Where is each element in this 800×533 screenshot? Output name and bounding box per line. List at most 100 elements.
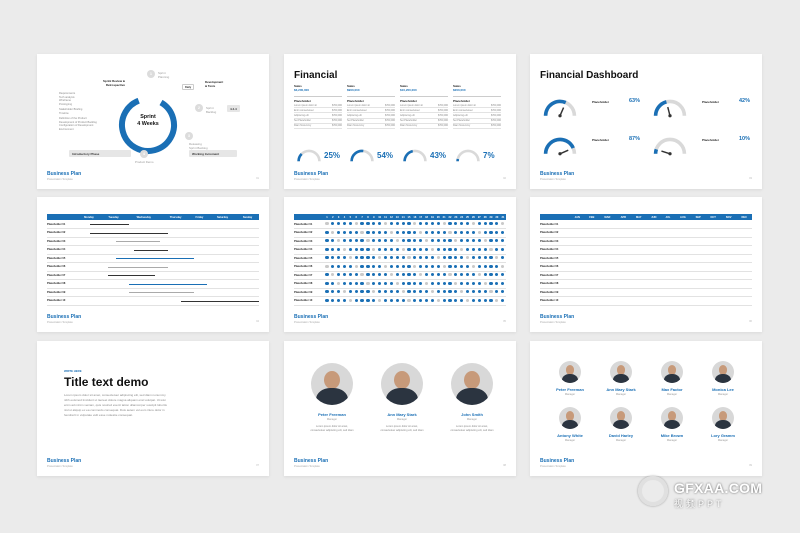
dot-cell (464, 279, 471, 289)
gantt-cell (189, 254, 209, 263)
slide-title-text[interactable]: WRITE HERE Title text demo Lorem ipsum d… (37, 341, 269, 476)
avatar-head (393, 370, 411, 390)
row-header: Placeholder 02 (540, 228, 570, 238)
slide-weekly-gantt[interactable]: Monday Tuesday Wednesday Thursday Friday Satu… (37, 197, 269, 332)
dot-cell (470, 288, 477, 297)
dot-marker (378, 221, 382, 226)
slide-monthly-table[interactable]: JAN FEB MAR APR MAY JUN JUL AUG SEP OCT NOV DEC Plac… (530, 197, 762, 332)
dot-marker (454, 264, 458, 268)
dot-marker (337, 247, 341, 251)
monthly-table: JAN FEB MAR APR MAY JUN JUL AUG SEP OCT NOV DEC Plac… (540, 214, 752, 306)
gantt-cell (161, 296, 190, 306)
kicker-label: WRITE HERE (64, 369, 82, 373)
month-cell (705, 237, 721, 246)
row-header: Placeholder 02 (294, 228, 324, 238)
avatar-body (714, 420, 732, 429)
dot-marker (454, 230, 458, 234)
member-role: Manager (396, 418, 408, 421)
dot-cell (499, 296, 506, 306)
line-item: Diam Nonummy $700,000 (294, 124, 342, 129)
brand-subtitle: Presentation Template (47, 178, 73, 181)
dot-marker (372, 230, 376, 234)
dot-cell (499, 237, 506, 246)
dot-cell (353, 279, 360, 289)
dot-cell (370, 228, 377, 238)
month-cell (736, 228, 752, 238)
financial-column: Sales $900,000 Placeholder Lorem ipsum dolo… (347, 84, 395, 129)
line-item: Lorem ipsum dolor sit $700,000 (347, 103, 395, 109)
dot-cell (447, 220, 453, 229)
dot-cell (365, 228, 371, 238)
brand-subtitle: Presentation Template (47, 465, 73, 468)
dot-marker (348, 256, 352, 260)
brand-title: Business Plan (47, 171, 82, 177)
column-placeholder: Placeholder (400, 96, 448, 103)
dot-cell (394, 271, 401, 280)
month-cell (584, 237, 600, 246)
dot-marker (501, 273, 505, 277)
dot-marker (331, 290, 335, 294)
slide-team-three[interactable]: Business Plan Presentation Template 08 Pe… (284, 341, 516, 476)
table-row: Placeholder 10 (294, 296, 506, 306)
dot-marker (395, 230, 399, 234)
month-cell (631, 279, 647, 289)
financial-column: Sales $10,200,000 Placeholder Lorem ipsum d… (400, 84, 448, 129)
dot-marker (483, 247, 487, 251)
gantt-cell (77, 271, 101, 280)
day-number: 3 (335, 214, 342, 220)
day-number: 12 (388, 214, 395, 220)
dot-marker (389, 273, 393, 277)
dot-cell (482, 254, 489, 263)
dot-marker (501, 290, 505, 294)
line-value: $700,000 (385, 119, 395, 123)
percent-gauge-arc (403, 149, 427, 162)
gantt-cell (77, 245, 101, 255)
gantt-cell (161, 220, 190, 229)
dot-marker (460, 221, 464, 226)
dot-cell (493, 237, 500, 246)
dot-marker (342, 298, 347, 302)
month-cell (705, 262, 721, 272)
dot-marker (325, 239, 329, 243)
dot-marker (442, 290, 446, 294)
dot-marker (348, 221, 352, 226)
dot-cell (411, 237, 418, 246)
column-placeholder: Placeholder (453, 96, 501, 103)
dot-marker (354, 264, 358, 268)
column-amount: $10,200,000 (400, 88, 417, 92)
dot-marker (331, 298, 335, 302)
dot-marker (471, 273, 475, 277)
side-note: Definition of the Product (59, 117, 87, 120)
side-note: Development of Product Backlog (59, 120, 97, 124)
gauge-arc (543, 99, 577, 118)
dot-marker (389, 230, 393, 234)
dot-marker (383, 290, 388, 294)
slide-dot-matrix[interactable]: 1 2 3 4 5 6 7 8 9 10 11 12 13 14 15 16 17 18 19 20 21 22 23 24 2… (284, 197, 516, 332)
dot-cell (429, 228, 436, 238)
dot-marker (495, 298, 499, 302)
slide-financial[interactable]: Financial Business Plan Presentation Temp… (284, 54, 516, 189)
slide-sprint-cycle[interactable]: Sprint 4 Weeks Sprint Review & Retrospec… (37, 54, 269, 189)
dot-marker (419, 281, 423, 285)
gantt-cell (100, 279, 127, 289)
slide-financial-dashboard[interactable]: Financial Dashboard Business Plan Present… (530, 54, 762, 189)
dot-cell (435, 228, 442, 238)
dot-marker (424, 273, 429, 277)
gantt-cell (236, 279, 259, 289)
month-cell (736, 245, 752, 255)
row-header: Placeholder 03 (540, 237, 570, 246)
dot-marker (483, 298, 487, 302)
brand-title: Business Plan (47, 314, 82, 320)
slide-footer: Business Plan Presentation Template (294, 458, 328, 468)
dot-marker (483, 230, 487, 234)
slide-team-eight[interactable]: Business Plan Presentation Template 09 Pe… (530, 341, 762, 476)
dot-marker (465, 239, 470, 243)
avatar-head (667, 364, 677, 375)
dot-marker (495, 290, 499, 294)
month-cell (599, 254, 616, 263)
dot-marker (348, 264, 352, 268)
dot-cell (458, 254, 465, 263)
gantt-cell (77, 262, 101, 272)
financial-column: Sales $200,000 Placeholder Lorem ipsum dolo… (453, 84, 501, 129)
dot-marker (325, 256, 329, 260)
